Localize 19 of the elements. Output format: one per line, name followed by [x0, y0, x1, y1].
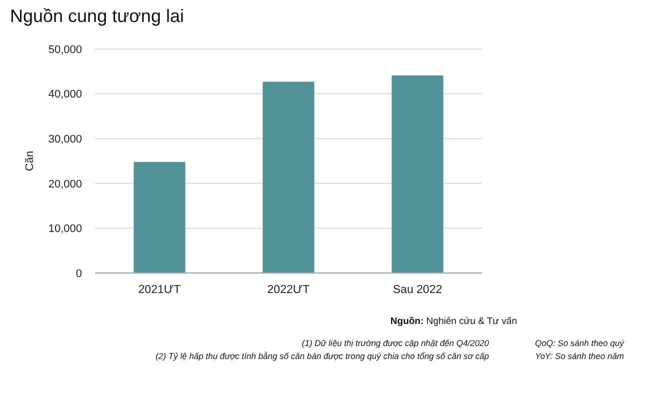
- x-tick-label: 2021ƯT: [138, 284, 181, 296]
- y-axis-title: Căn: [24, 150, 36, 172]
- bar: [134, 162, 186, 273]
- text: (1) Dữ liệu thị trường được cập nhật đến Q4/2020: [302, 338, 490, 348]
- y-tick-label: 30,000: [48, 133, 82, 146]
- text: (2) Tỷ lệ hấp thụ được tính bằng số căn bán được trong quý chia cho tổng số căn sơ cấp: [156, 351, 490, 361]
- y-tick-label: 0: [76, 268, 82, 280]
- y-tick-label: 10,000: [48, 223, 82, 236]
- text: YoY: So sánh theo năm: [535, 351, 624, 361]
- text: Nguồn: Nghiên cứu & Tư vấn: [390, 316, 517, 327]
- chart-title: Nguồn cung tương lai: [10, 6, 184, 26]
- y-tick-label: 20,000: [48, 178, 82, 190]
- y-tick-label: 40,000: [48, 88, 82, 101]
- x-tick-label: Sau 2022: [392, 284, 442, 296]
- y-tick-label: 50,000: [48, 44, 82, 56]
- bar: [392, 75, 444, 273]
- x-tick-label: 2022ƯT: [267, 284, 310, 296]
- bar: [262, 82, 314, 273]
- text: QoQ: So sánh theo quý: [535, 338, 625, 348]
